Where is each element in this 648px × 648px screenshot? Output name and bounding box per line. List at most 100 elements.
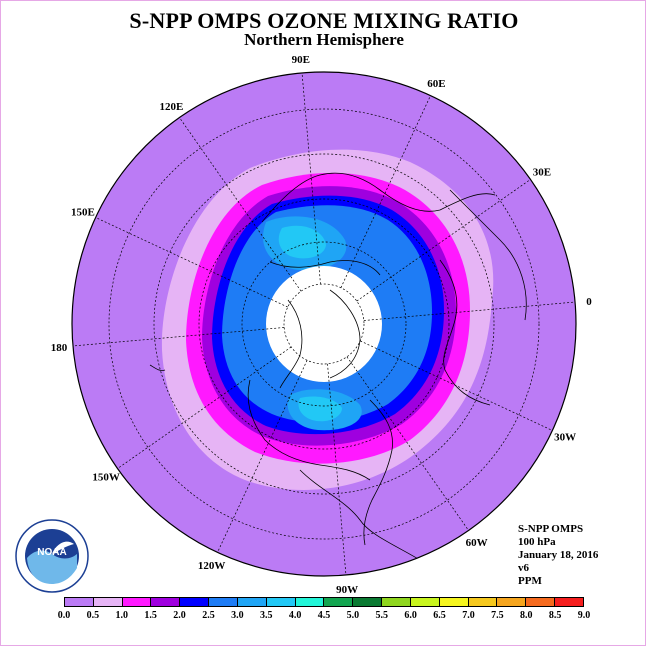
globe-outline [71,71,577,577]
noaa-logo: NOAA [15,519,89,593]
colorbar-swatch-2 [122,598,152,606]
field-3.5-4.0-america [298,396,342,422]
colorbar-swatch-1 [93,598,123,606]
coastlines [149,172,527,561]
colorbar-swatch-11 [382,598,411,606]
longitude-label-1: 60E [427,78,445,90]
coastline-eurasia-north [261,172,496,223]
logo-wave [27,550,77,584]
colorbar-swatch-8 [295,598,325,606]
longitude-label-10: 150E [71,207,95,219]
colorbar-tick-14: 7.0 [462,610,475,621]
colorbar-tick-4: 2.0 [173,610,186,621]
colorbar-swatch-9 [324,598,354,606]
meridian-line [346,356,469,531]
latitude-circle-50 [153,153,495,495]
colorbar-tick-2: 1.0 [115,610,129,621]
colorbar-tick-3: 1.5 [144,610,157,621]
colorbar-swatch-15 [497,598,527,606]
colorbar-swatch-13 [439,598,469,606]
meridian-line [217,360,308,553]
info-block: S-NPP OMPS 100 hPa January 18, 2016 v6 P… [518,523,598,588]
coastline-north-america-east [363,399,393,546]
map-subtitle: Northern Hemisphere [244,30,404,49]
colorbar-tick-11: 5.5 [375,610,389,621]
coastline-canada-arctic [279,299,303,389]
meridian-line [360,340,553,431]
colorbar-swatch-7 [266,598,296,606]
colorbar-tick-18: 9.0 [577,610,591,621]
colorbar-swatch-14 [468,598,498,606]
coastline-greenland [329,289,361,379]
longitude-label-6: 90W [336,584,358,596]
longitude-label-3: 0 [586,296,592,308]
coastline-arctic-siberia [269,260,381,276]
colorbar-tick-5: 2.5 [202,610,215,621]
colorbar-tick-13: 6.5 [433,610,446,621]
map-title: S-NPP OMPS OZONE MIXING RATIO [129,8,519,33]
longitude-label-7: 120W [198,560,226,572]
no-data-polar-night [266,266,382,382]
colorbar-tick-12: 6.0 [404,610,417,621]
meridian-lines [72,72,576,576]
colorbar-tick-9: 4.5 [317,610,331,621]
colorbar-tick-16: 8.0 [519,610,533,621]
longitude-label-8: 150W [92,472,120,484]
meridian-line [327,363,347,576]
ozone-field [72,72,576,576]
longitude-label-2: 30E [533,166,551,178]
colorbar-swatch-16 [526,598,556,606]
latitude-circle-70 [241,241,407,407]
colorbar-swatch-6 [237,598,267,606]
latitude-circle-80 [283,283,365,365]
meridian-line [301,72,321,285]
meridian-line [340,95,431,288]
meridian-line [95,217,288,308]
colorbar-ticks: 0.0 0.5 1.0 1.5 2.0 2.5 3.0 3.5 4.0 4.5 5.0 5.5 6.0 6… [58,610,591,624]
coastline-hawaii [149,364,166,371]
colorbar-swatch-10 [353,598,383,606]
logo-text: NOAA [37,547,66,558]
info-instrument: S-NPP OMPS [518,523,584,535]
colorbar-swatch-17 [555,598,583,606]
info-units: PPM [518,575,542,587]
meridian-line [363,301,576,321]
longitude-label-0: 90E [292,54,310,66]
colorbar-swatch-3 [151,598,181,606]
meridian-line [356,179,531,302]
colorbar-tick-17: 8.5 [548,610,562,621]
meridian-line [72,327,285,347]
colorbar-tick-10: 5.0 [346,610,360,621]
info-date: January 18, 2016 [518,549,599,561]
info-pressure: 100 hPa [518,536,556,548]
colorbar-swatch-12 [410,598,440,606]
coastline-asia-south [449,189,527,321]
colorbar-tick-1: 0.5 [86,610,100,621]
latitude-circle-40 [108,108,540,540]
field-3.5-4.0-siberia [278,225,326,259]
coastline-north-america-west [247,379,371,481]
info-version: v6 [518,562,529,574]
longitude-label-9: 180 [51,342,68,354]
coastline-europe [439,259,491,406]
meridian-line [117,346,292,469]
colorbar-swatch-0 [65,598,94,606]
colorbar-swatch-4 [180,598,210,606]
latitude-circle-60 [198,198,450,450]
colorbar-swatch-5 [209,598,238,606]
longitude-labels: 90E 60E 30E 0 30W 60W 90W 120W 150W 180 150E 120E [51,54,592,596]
colorbar-tick-0: 0.0 [57,610,71,621]
graticule [72,72,576,576]
longitude-label-4: 30W [554,431,576,443]
colorbar-tick-8: 4.0 [288,610,302,621]
colorbar-tick-7: 3.5 [259,610,273,621]
coastline-central-america [299,469,421,561]
longitude-label-5: 60W [466,537,488,549]
logo-bird-icon [52,541,74,554]
colorbar-tick-15: 7.5 [491,610,504,621]
colorbar-tick-6: 3.0 [231,610,244,621]
meridian-line [179,117,302,292]
longitude-label-11: 120E [160,101,184,113]
